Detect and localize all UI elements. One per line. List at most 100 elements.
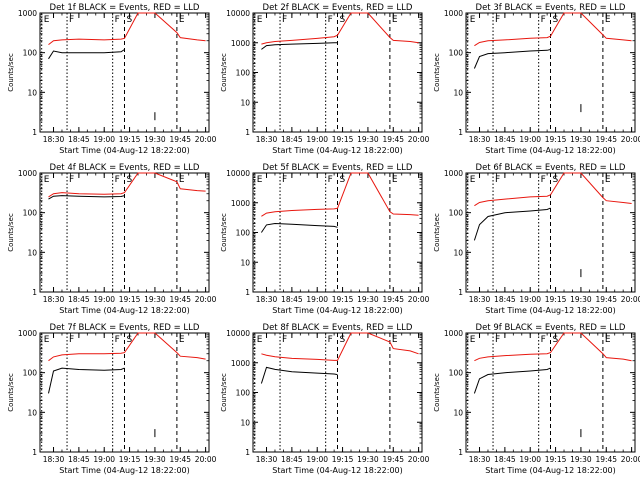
y-tick-label: 10 (453, 88, 463, 97)
x-axis-label: Start Time (04-Aug-12 18:22:00) (272, 306, 403, 315)
x-tick-label: 19:00 (93, 295, 115, 304)
marker-label: E (470, 335, 476, 345)
y-tick-label: 1000 (231, 39, 250, 48)
x-tick-label: 19:45 (595, 455, 617, 464)
y-tick-label: 1 (458, 128, 463, 137)
y-tick-label: 100 (236, 69, 251, 78)
y-tick-label: 10 (27, 408, 37, 417)
x-tick-label: 20:00 (195, 295, 217, 304)
x-tick-label: 18:30 (469, 455, 491, 464)
panel-title: Det 8f BLACK = Events, RED = LLD (263, 323, 413, 333)
marker-label: S (553, 175, 559, 185)
x-tick-label: 19:45 (382, 455, 404, 464)
x-tick-label: 18:30 (256, 135, 278, 144)
y-axis-label: Counts/sec (433, 373, 441, 412)
x-tick-label: 20:00 (408, 295, 430, 304)
y-tick-label: 10000 (226, 169, 250, 178)
marker-label: F (328, 335, 333, 345)
marker-label: F (495, 15, 500, 25)
chart-panel-6: Det 6f BLACK = Events, RED = LLD Counts/s… (433, 163, 640, 315)
x-tick-label: 19:00 (306, 135, 328, 144)
x-tick-label: 18:30 (256, 295, 278, 304)
x-tick-label: 19:45 (595, 295, 617, 304)
x-tick-label: 19:30 (357, 295, 379, 304)
x-tick-label: 20:00 (621, 135, 640, 144)
x-tick-label: 20:00 (621, 455, 640, 464)
series-line-events (261, 42, 338, 50)
series-line-lld (261, 332, 419, 361)
y-tick-label: 10 (27, 88, 37, 97)
x-tick-label: 19:15 (545, 295, 567, 304)
x-tick-label: 19:30 (357, 135, 379, 144)
panel-title: Det 7f BLACK = Events, RED = LLD (50, 323, 200, 333)
panel-title: Det 5f BLACK = Events, RED = LLD (263, 163, 413, 173)
y-tick-label: 1 (245, 128, 250, 137)
y-axis-label: Counts/sec (220, 53, 228, 92)
x-tick-label: 19:30 (144, 295, 166, 304)
marker-label: F (282, 15, 287, 25)
marker-label: E (392, 175, 398, 185)
x-tick-label: 18:45 (281, 295, 303, 304)
x-axis-label: Start Time (04-Aug-12 18:22:00) (272, 466, 403, 475)
marker-label: F (115, 175, 120, 185)
series-line-lld (474, 332, 632, 362)
x-axis-label: Start Time (04-Aug-12 18:22:00) (59, 466, 190, 475)
x-tick-label: 19:15 (545, 455, 567, 464)
x-tick-label: 18:45 (494, 135, 516, 144)
x-axis-label: Start Time (04-Aug-12 18:22:00) (59, 306, 190, 315)
marker-label: E (44, 175, 50, 185)
series-line-lld (48, 332, 206, 362)
marker-label: E (179, 15, 185, 25)
y-axis-label: Counts/sec (220, 213, 228, 252)
marker-label: E (392, 335, 398, 345)
x-tick-label: 18:45 (281, 135, 303, 144)
x-tick-label: 19:45 (169, 135, 191, 144)
x-tick-label: 19:30 (144, 135, 166, 144)
marker-label: S (340, 335, 346, 345)
panel-title: Det 2f BLACK = Events, RED = LLD (263, 3, 413, 13)
marker-label: F (69, 335, 74, 345)
series-line-lld (48, 12, 206, 45)
marker-label: E (470, 15, 476, 25)
marker-label: S (127, 15, 133, 25)
chart-panel-3: Det 3f BLACK = Events, RED = LLD Counts/s… (433, 3, 640, 155)
marker-label: E (44, 15, 50, 25)
y-tick-label: 10 (453, 408, 463, 417)
marker-label: E (179, 335, 185, 345)
marker-label: F (541, 175, 546, 185)
y-axis-label: Counts/sec (433, 213, 441, 252)
y-tick-label: 1 (245, 448, 250, 457)
marker-label: F (495, 335, 500, 345)
x-tick-label: 19:45 (169, 295, 191, 304)
chart-panel-2: Det 2f BLACK = Events, RED = LLD Counts/s… (220, 3, 430, 155)
marker-label: F (541, 15, 546, 25)
x-axis-label: Start Time (04-Aug-12 18:22:00) (59, 146, 190, 155)
y-tick-label: 1 (32, 448, 37, 457)
chart-panel-9: Det 9f BLACK = Events, RED = LLD Counts/s… (433, 323, 640, 475)
marker-label: F (115, 15, 120, 25)
marker-label: F (541, 335, 546, 345)
x-tick-label: 19:00 (519, 295, 541, 304)
marker-label: S (340, 15, 346, 25)
y-tick-label: 100 (449, 49, 464, 58)
x-tick-label: 19:15 (119, 135, 141, 144)
marker-label: F (69, 175, 74, 185)
marker-label: E (257, 335, 263, 345)
series-line-events (260, 222, 338, 233)
x-tick-label: 18:30 (43, 455, 65, 464)
y-tick-label: 100 (236, 229, 251, 238)
x-tick-label: 19:00 (93, 135, 115, 144)
x-tick-label: 20:00 (408, 455, 430, 464)
x-tick-label: 19:00 (519, 455, 541, 464)
marker-label: S (340, 175, 346, 185)
marker-label: F (328, 175, 333, 185)
panel-title: Det 4f BLACK = Events, RED = LLD (50, 163, 200, 173)
marker-label: E (44, 335, 50, 345)
x-tick-label: 18:45 (68, 135, 90, 144)
x-tick-label: 19:30 (570, 135, 592, 144)
y-tick-label: 10000 (226, 329, 250, 338)
y-tick-label: 10000 (226, 9, 250, 18)
x-axis-label: Start Time (04-Aug-12 18:22:00) (485, 306, 616, 315)
x-axis-label: Start Time (04-Aug-12 18:22:00) (485, 466, 616, 475)
x-tick-label: 18:30 (469, 135, 491, 144)
